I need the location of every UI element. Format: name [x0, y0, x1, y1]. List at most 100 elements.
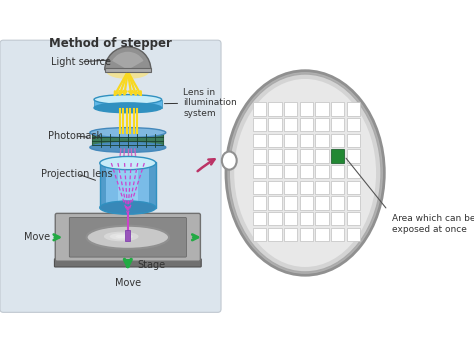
Bar: [347, 134, 360, 147]
Bar: [124, 259, 132, 262]
Bar: [331, 228, 344, 241]
Ellipse shape: [90, 127, 166, 137]
Bar: [268, 149, 282, 163]
Bar: [268, 228, 282, 241]
Bar: [300, 134, 313, 147]
Bar: [300, 228, 313, 241]
Bar: [331, 196, 344, 210]
Bar: [347, 103, 360, 116]
Bar: [118, 162, 138, 208]
Ellipse shape: [234, 79, 376, 267]
Wedge shape: [112, 52, 144, 70]
Bar: [347, 165, 360, 178]
Bar: [300, 181, 313, 194]
Bar: [268, 212, 282, 225]
Bar: [268, 196, 282, 210]
Bar: [94, 99, 162, 108]
Ellipse shape: [90, 142, 166, 152]
Bar: [253, 212, 266, 225]
Bar: [253, 181, 266, 194]
Ellipse shape: [100, 201, 156, 214]
Text: Method of stepper: Method of stepper: [49, 37, 172, 50]
Text: Area which can be
exposed at once: Area which can be exposed at once: [392, 214, 474, 234]
Bar: [347, 228, 360, 241]
Bar: [268, 181, 282, 194]
Text: Projection lens: Projection lens: [41, 169, 113, 180]
Bar: [268, 165, 282, 178]
Ellipse shape: [100, 157, 156, 170]
Bar: [125, 230, 130, 241]
Bar: [253, 149, 266, 163]
Bar: [316, 118, 328, 131]
Bar: [331, 103, 344, 116]
Bar: [331, 118, 344, 131]
Bar: [284, 103, 297, 116]
Text: Move: Move: [24, 232, 50, 242]
FancyBboxPatch shape: [69, 218, 186, 257]
Bar: [331, 149, 344, 163]
Bar: [100, 162, 156, 208]
FancyBboxPatch shape: [55, 213, 201, 261]
Ellipse shape: [94, 103, 162, 113]
Bar: [284, 134, 297, 147]
Bar: [347, 149, 360, 163]
Ellipse shape: [94, 95, 162, 104]
Bar: [316, 228, 328, 241]
Wedge shape: [105, 47, 151, 70]
Bar: [284, 149, 297, 163]
Bar: [284, 181, 297, 194]
Bar: [284, 228, 297, 241]
Bar: [268, 118, 282, 131]
Text: Photomask: Photomask: [48, 131, 102, 141]
Bar: [347, 212, 360, 225]
Bar: [284, 165, 297, 178]
Bar: [149, 162, 156, 208]
Ellipse shape: [222, 152, 237, 170]
Text: Stage: Stage: [138, 260, 166, 269]
Bar: [253, 165, 266, 178]
Bar: [300, 118, 313, 131]
Bar: [100, 162, 156, 208]
Bar: [253, 118, 266, 131]
Bar: [331, 212, 344, 225]
FancyBboxPatch shape: [55, 259, 201, 267]
Bar: [300, 196, 313, 210]
Bar: [316, 196, 328, 210]
Bar: [316, 212, 328, 225]
Bar: [253, 196, 266, 210]
Text: Lens in
illumination
system: Lens in illumination system: [164, 88, 237, 118]
Bar: [253, 134, 266, 147]
Bar: [284, 212, 297, 225]
Bar: [253, 228, 266, 241]
Bar: [300, 212, 313, 225]
Bar: [347, 118, 360, 131]
Ellipse shape: [106, 64, 149, 79]
Bar: [331, 134, 344, 147]
Bar: [105, 68, 151, 71]
Bar: [316, 149, 328, 163]
Bar: [316, 181, 328, 194]
Bar: [316, 165, 328, 178]
Bar: [300, 149, 313, 163]
Bar: [300, 165, 313, 178]
Text: Light source: Light source: [51, 57, 111, 67]
Text: Move: Move: [115, 278, 141, 288]
Bar: [331, 181, 344, 194]
Ellipse shape: [104, 231, 138, 241]
Bar: [268, 134, 282, 147]
Bar: [253, 103, 266, 116]
Ellipse shape: [87, 226, 169, 249]
Bar: [347, 196, 360, 210]
Bar: [268, 103, 282, 116]
Ellipse shape: [109, 233, 133, 240]
Ellipse shape: [226, 71, 384, 275]
Bar: [300, 103, 313, 116]
Ellipse shape: [229, 74, 381, 272]
Bar: [284, 118, 297, 131]
Bar: [284, 196, 297, 210]
Bar: [331, 165, 344, 178]
Bar: [92, 134, 164, 147]
Bar: [100, 162, 106, 208]
Bar: [316, 134, 328, 147]
FancyBboxPatch shape: [0, 40, 221, 312]
